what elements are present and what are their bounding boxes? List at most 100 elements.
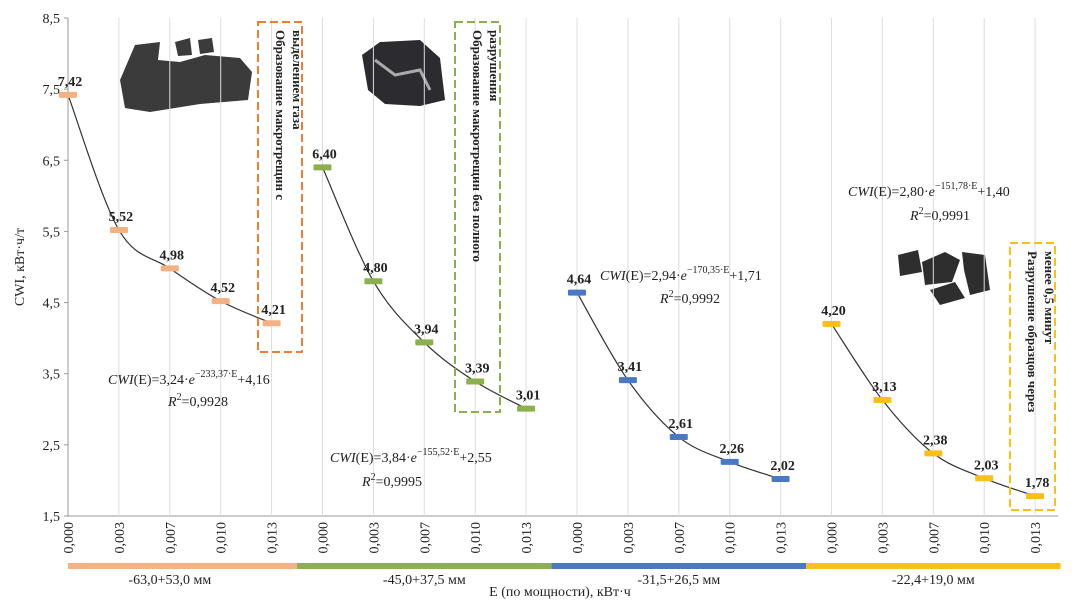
x-tick-label: 0,007 xyxy=(418,522,433,554)
data-marker xyxy=(364,278,382,284)
data-label: 3,13 xyxy=(872,380,897,395)
fit-equation-part: CWI xyxy=(600,269,627,284)
fit-equation-part: +1,71 xyxy=(729,269,761,284)
note-text: Образование макротрещин без полного xyxy=(470,30,485,262)
x-tick-label: 0,003 xyxy=(622,522,637,554)
data-marker xyxy=(1026,493,1044,499)
x-tick-label: 0,000 xyxy=(62,522,77,554)
x-tick-label: 0,000 xyxy=(317,522,332,554)
data-marker xyxy=(772,476,790,482)
fit-r2-part: =0,9995 xyxy=(376,475,422,490)
fit-r2-part: R xyxy=(361,475,371,490)
rock-image xyxy=(898,250,990,305)
x-tick-label: 0,003 xyxy=(367,522,382,554)
x-tick-label: 0,010 xyxy=(724,522,739,554)
x-tick-label: 0,013 xyxy=(520,522,535,554)
x-tick-label: 0,010 xyxy=(469,522,484,554)
fit-r2: R2=0,9991 xyxy=(909,206,970,224)
data-marker xyxy=(924,450,942,456)
legend-bar xyxy=(297,563,552,569)
data-marker xyxy=(975,475,993,481)
data-label: 2,03 xyxy=(974,458,999,473)
x-tick-label: 0,003 xyxy=(113,522,128,554)
data-label: 4,80 xyxy=(363,261,388,276)
fit-equation-part: −170,35·E xyxy=(687,265,730,276)
data-label: 2,26 xyxy=(719,442,744,457)
data-label: 4,64 xyxy=(567,273,592,288)
x-axis-title: E (по мощности), кВт·ч xyxy=(489,585,631,600)
data-marker xyxy=(415,339,433,345)
x-tick-label: 0,013 xyxy=(1029,522,1044,554)
data-label: 3,01 xyxy=(516,389,541,404)
data-marker xyxy=(517,406,535,412)
data-label: 4,98 xyxy=(160,248,185,263)
fit-r2-part: =0,9928 xyxy=(182,395,228,410)
fit-equation-part: +2,55 xyxy=(459,451,491,466)
x-tick-label: 0,013 xyxy=(266,522,281,554)
data-marker xyxy=(110,227,128,233)
data-label: 6,40 xyxy=(312,147,337,162)
rock-image xyxy=(362,40,445,106)
data-marker xyxy=(212,298,230,304)
y-tick-label: 8,5 xyxy=(43,12,61,27)
x-tick-label: 0,007 xyxy=(164,522,179,554)
legend-label: -31,5+26,5 мм xyxy=(637,573,720,588)
fit-equation-part: CWI xyxy=(330,451,357,466)
note-text: Разрушение образцов через xyxy=(1025,251,1040,412)
data-marker xyxy=(314,164,332,170)
data-label: 3,94 xyxy=(414,322,439,337)
data-label: 7,42 xyxy=(58,75,83,90)
x-tick-label: 0,000 xyxy=(826,522,841,554)
data-label: 2,38 xyxy=(923,433,948,448)
fit-equation: CWI(E)=2,94·e−170,35·E+1,71 xyxy=(600,265,762,284)
fit-r2: R2=0,9928 xyxy=(167,392,228,410)
legend-label: -63,0+53,0 мм xyxy=(128,573,211,588)
fit-r2: R2=0,9992 xyxy=(659,289,720,307)
legend-label: -22,4+19,0 мм xyxy=(892,573,975,588)
data-marker xyxy=(721,459,739,465)
fit-equation-part: CWI xyxy=(108,373,135,388)
fit-equation-part: +1,40 xyxy=(977,185,1009,200)
note-text: менее 0,5 минут xyxy=(1042,251,1057,345)
note-text: Образование макротрещин с xyxy=(273,30,288,200)
fit-equation: CWI(E)=2,80·e−151,78·E+1,40 xyxy=(848,181,1010,200)
fit-equation-part: −155,52·E xyxy=(417,447,460,458)
data-marker xyxy=(466,379,484,385)
chart: CWI, кВт·ч/т E (по мощности), кВт·ч 1,5 2… xyxy=(0,0,1073,602)
x-tick-label: 0,007 xyxy=(927,522,942,554)
y-tick-label: 5,5 xyxy=(43,225,61,240)
fit-r2-part: R xyxy=(909,209,919,224)
data-label: 2,02 xyxy=(770,459,795,474)
data-marker xyxy=(670,434,688,440)
y-tick-label: 2,5 xyxy=(43,439,61,454)
x-tick-label: 0,000 xyxy=(571,522,586,554)
note-text: выделением газа xyxy=(290,30,305,130)
fit-equation-part: −151,78·E xyxy=(935,181,978,192)
data-label: 5,52 xyxy=(109,210,134,225)
x-tick-label: 0,010 xyxy=(215,522,230,554)
data-marker xyxy=(873,397,891,403)
y-axis-title: CWI, кВт·ч/т xyxy=(13,228,28,306)
fit-r2: R2=0,9995 xyxy=(361,472,422,490)
data-marker xyxy=(59,92,77,98)
y-tick-label: 1,5 xyxy=(43,510,61,525)
legend-bar xyxy=(552,563,807,569)
fit-equation: CWI(E)=3,24·e−233,37·E+4,16 xyxy=(108,369,270,388)
data-label: 4,52 xyxy=(210,281,235,296)
data-label: 3,41 xyxy=(618,360,643,375)
x-tick-label: 0,010 xyxy=(978,522,993,554)
fit-r2-part: =0,9992 xyxy=(674,292,720,307)
fit-equation-part: +4,16 xyxy=(237,373,269,388)
fit-equation-part: (E)=3,84· xyxy=(356,451,411,466)
data-label: 3,39 xyxy=(465,362,490,377)
data-marker xyxy=(161,265,179,271)
fit-r2-part: =0,9991 xyxy=(924,209,970,224)
legend-bar xyxy=(806,563,1061,569)
fit-equation: CWI(E)=3,84·e−155,52·E+2,55 xyxy=(330,447,492,466)
data-marker xyxy=(619,377,637,383)
fit-equation-part: −233,37·E xyxy=(195,369,238,380)
x-tick-label: 0,003 xyxy=(876,522,891,554)
fit-equation-part: CWI xyxy=(848,185,875,200)
data-label: 4,21 xyxy=(261,303,286,318)
note-text: разрушения xyxy=(487,30,502,101)
